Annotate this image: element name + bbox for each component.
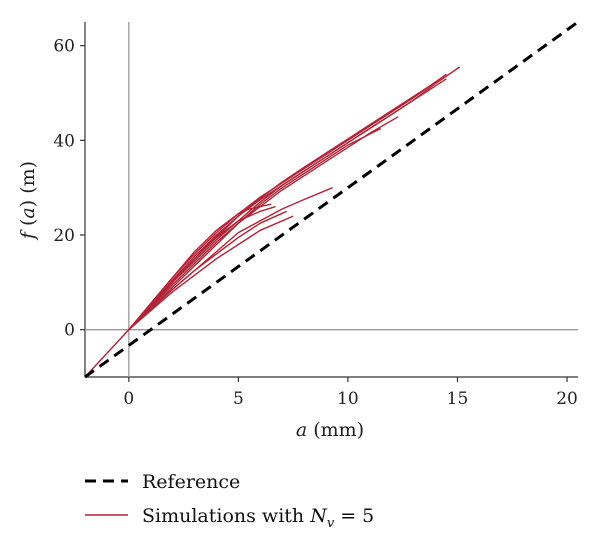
- simulation-line: [84, 66, 461, 378]
- x-tick-label: 10: [337, 389, 359, 409]
- simulation-line: [128, 116, 399, 331]
- simulation-line: [128, 73, 447, 331]
- simulation-line: [128, 127, 382, 331]
- y-axis-title: f (a) (m): [17, 161, 39, 241]
- legend: Reference Simulations with Nv = 5: [85, 471, 374, 531]
- simulation-line: [128, 215, 294, 331]
- x-tick-label: 5: [233, 389, 244, 409]
- simulation-line: [128, 187, 333, 331]
- y-tick-label: 60: [53, 37, 75, 57]
- y-tick-label: 0: [64, 321, 75, 341]
- simulation-series: [84, 66, 461, 378]
- reference-line: [84, 20, 579, 379]
- x-axis-title: a (mm): [296, 419, 364, 441]
- legend-reference-label: Reference: [142, 471, 240, 493]
- y-tick-label: 20: [53, 226, 75, 246]
- axes: [84, 22, 578, 378]
- legend-simulation-label: Simulations with Nv = 5: [142, 505, 374, 531]
- simulation-line: [128, 81, 436, 331]
- ticks: 0 5 10 15 20 0 20 40 60: [53, 37, 578, 409]
- y-tick-label: 40: [53, 131, 75, 151]
- x-tick-label: 0: [123, 389, 134, 409]
- x-tick-label: 15: [447, 389, 469, 409]
- simulation-line: [128, 210, 287, 331]
- x-tick-label: 20: [556, 389, 578, 409]
- simulation-line: [128, 78, 447, 331]
